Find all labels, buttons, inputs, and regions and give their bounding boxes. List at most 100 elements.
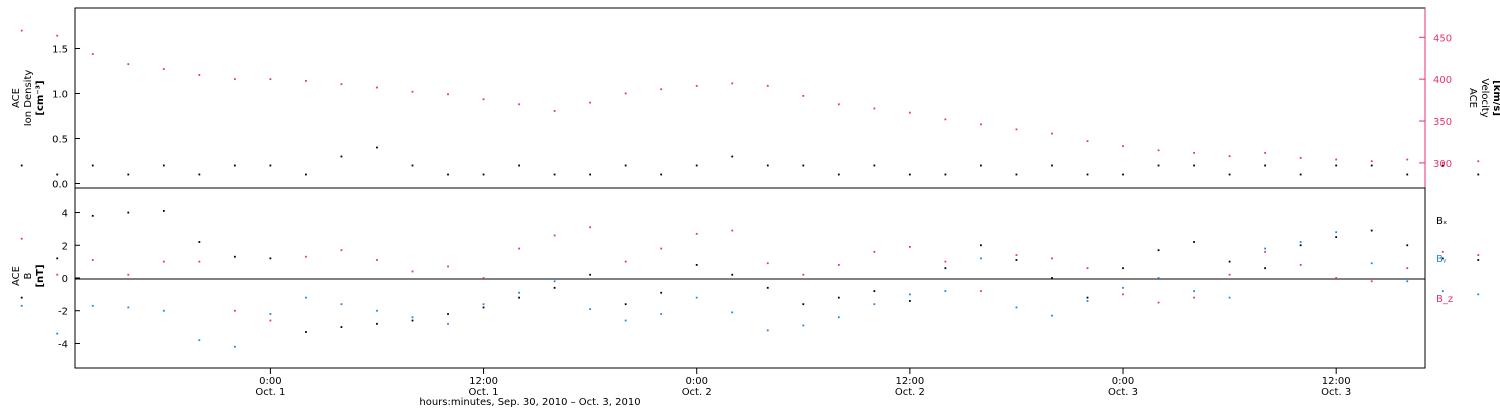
bottom-series-2-point [1157, 301, 1160, 304]
bottom-left-ylabel: ACE B [nT] [11, 264, 46, 287]
top-series-0-point [1051, 164, 1053, 167]
bottom-series-2-point [91, 259, 94, 261]
top-series-0-point [873, 164, 876, 167]
top-series-1-point [376, 86, 378, 89]
bottom-series-0-point [624, 303, 627, 306]
bottom-series-0-point [660, 291, 663, 294]
top-series-0-point [376, 146, 378, 149]
top-series-1-point [269, 78, 272, 81]
bottom-series-1-point [1441, 290, 1444, 292]
bottom-series-0-point [695, 264, 698, 266]
top-series-0-point [1193, 164, 1195, 167]
bottom-series-1-point [624, 319, 627, 322]
top-series-0-point [305, 173, 307, 176]
top-series-0-point [766, 164, 769, 167]
top-left-ylabel-line3: [cm⁻³] [35, 80, 46, 115]
bottom-series-2-point [873, 250, 876, 253]
top-series-1-point [1406, 158, 1409, 161]
x-tick-label-time: 12:00 [1322, 376, 1351, 387]
top-left-ytick-label: 1.5 [52, 45, 68, 56]
bottom-series-1-point [1015, 306, 1018, 309]
top-series-1-point [340, 83, 343, 86]
bottom-left-ytick-label: 2 [62, 241, 68, 252]
bottom-series-0-point [340, 326, 343, 328]
bottom-series-2-point [1086, 267, 1089, 270]
top-series-1-point [1335, 158, 1338, 161]
top-series-0-point [980, 164, 982, 167]
bottom-panel: -4 -2 0 2 4 ACE B [nT] Bₓ Bᵧ B_z [11, 187, 1480, 369]
bottom-series-2-point [695, 232, 698, 235]
bottom-series-1-point [1406, 280, 1409, 283]
bottom-series-0-point [553, 286, 556, 289]
bottom-series-1-point [1086, 300, 1089, 302]
bottom-series-2-point [269, 319, 272, 322]
bottom-left-ylabel-line2: B [23, 272, 34, 279]
bottom-series [20, 210, 1480, 348]
bottom-series-1-point [518, 291, 520, 294]
bottom-series-0-point [1406, 244, 1409, 247]
top-series-0-point [1299, 173, 1302, 176]
x-tick-label-date: Oct. 2 [895, 387, 925, 398]
bottom-series-1-point [1299, 241, 1302, 243]
bottom-left-ytick-label: -4 [58, 339, 68, 350]
bottom-series-0-point [269, 257, 272, 260]
top-right-ticks: 300 350 400 450 [1419, 33, 1452, 170]
bottom-series-2-point [1299, 264, 1302, 266]
bottom-series-0-point [91, 214, 94, 217]
top-series-0-point [802, 164, 805, 167]
bottom-series-1-point [269, 313, 272, 315]
top-series-0-point [127, 173, 130, 176]
bottom-series-2-point [411, 270, 414, 273]
top-series-1-point [1264, 151, 1267, 154]
top-series-0-point [56, 173, 59, 176]
bottom-series-1-point [802, 324, 805, 327]
top-series-1-point [1370, 160, 1373, 163]
top-series-0-point [411, 164, 414, 167]
top-series-0-point [944, 173, 947, 176]
x-tick-label-date: Oct. 3 [1108, 387, 1138, 398]
top-series-0-point [233, 164, 236, 167]
top-series-1-point [908, 111, 911, 114]
bottom-series-0-point [766, 286, 769, 289]
top-right-ylabel-line3: [km/s] [1491, 80, 1500, 116]
top-panel: 0.0 0.5 1.0 1.5 300 350 400 450 ACE Ion Densit… [11, 7, 1500, 191]
top-series-1-point [695, 84, 698, 87]
top-series-0-point [198, 173, 201, 176]
x-tick-label-time: 12:00 [895, 376, 924, 387]
top-left-ytick-label: 0.5 [52, 135, 68, 146]
top-series-1-point [20, 29, 23, 32]
bottom-series-0-point [944, 267, 947, 270]
top-series-0-point [1228, 173, 1231, 176]
bottom-series-2-point [1370, 280, 1373, 283]
bottom-series-1-point [589, 308, 592, 310]
bottom-series-2-point [127, 273, 130, 276]
bottom-series-2-point [980, 290, 982, 292]
bottom-series-2-point [731, 229, 734, 232]
top-series-0-point [1086, 173, 1089, 176]
bottom-series-2-point [233, 309, 236, 312]
bottom-series-0-point [198, 241, 201, 243]
bottom-series-1-point [766, 329, 769, 332]
top-series-0-point [1441, 164, 1444, 167]
bottom-series-0-point [1335, 236, 1338, 238]
bottom-series-2-point [944, 260, 947, 263]
bottom-series-1-point [20, 304, 23, 307]
bottom-series-2-point [1335, 277, 1338, 279]
x-tick-label-date: Oct. 2 [682, 387, 712, 398]
top-left-ticks: 0.0 0.5 1.0 1.5 [52, 45, 80, 191]
bottom-series-2-point [553, 234, 556, 237]
top-series-1-point [482, 98, 485, 101]
bottom-series-0-point [518, 296, 520, 299]
bottom-series-1-point [1193, 290, 1195, 292]
top-left-ylabel-line2: Ion Density [23, 70, 34, 127]
bottom-series-1-point [873, 303, 876, 306]
bottom-series-2-point [56, 273, 59, 276]
top-series-1-point [56, 34, 59, 37]
top-series-1-point [447, 93, 449, 96]
bottom-series-2-point [1015, 254, 1018, 256]
top-series [20, 29, 1480, 176]
top-series-1-point [1157, 149, 1160, 152]
top-series-1-point [1228, 155, 1231, 158]
bottom-series-0-point [1015, 259, 1018, 261]
bottom-series-2-point [482, 277, 485, 279]
